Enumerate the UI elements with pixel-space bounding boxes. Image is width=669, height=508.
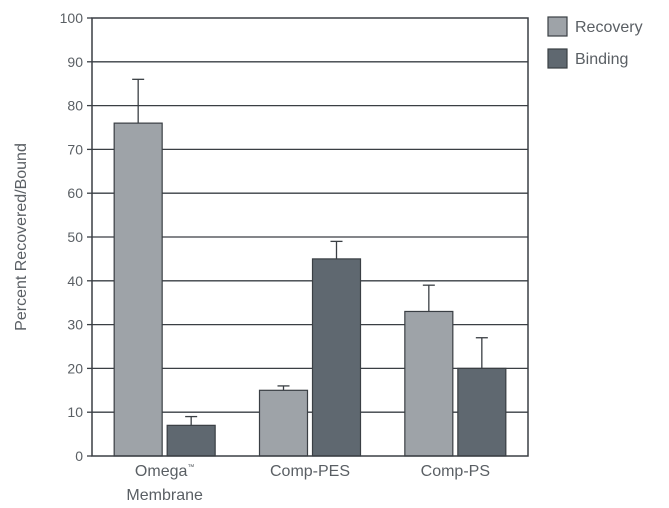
- x-category-label: Comp-PES: [270, 463, 350, 480]
- y-tick-label: 30: [67, 317, 83, 333]
- x-category-label: Omega™: [135, 463, 194, 480]
- plot-border: [91, 17, 529, 457]
- y-tick-label: 40: [67, 273, 83, 289]
- gridlines: [92, 61, 528, 413]
- y-tick-label: 80: [67, 98, 83, 114]
- y-tick-label: 20: [67, 360, 83, 376]
- plot-frame: [91, 17, 529, 457]
- y-tick-label: 10: [67, 404, 83, 420]
- bar-binding: [166, 424, 216, 457]
- error-bars: [132, 78, 488, 426]
- x-axis-categories: Omega™ Membrane Comp-PES Comp-PS: [126, 463, 490, 504]
- y-tick-label: 70: [67, 141, 83, 157]
- legend-swatch-recovery: [547, 16, 568, 37]
- y-tick-label: 50: [67, 229, 83, 245]
- x-category-label: Comp-PS: [421, 463, 490, 480]
- x-category-label: Membrane: [126, 487, 203, 504]
- bar-binding: [311, 258, 362, 457]
- bars: [113, 122, 507, 457]
- trademark-symbol: ™: [187, 464, 194, 471]
- legend: Recovery Binding: [547, 16, 643, 69]
- y-tick-label: 0: [75, 448, 83, 464]
- bar-recovery: [113, 122, 163, 457]
- y-tick-label: 90: [67, 54, 83, 70]
- legend-label-recovery: Recovery: [575, 19, 643, 36]
- y-tick-label: 100: [60, 10, 84, 26]
- y-axis-title: Percent Recovered/Bound: [13, 143, 30, 331]
- bar-binding: [457, 367, 507, 457]
- bar-recovery: [258, 389, 309, 457]
- legend-label-binding: Binding: [575, 51, 628, 68]
- legend-swatch-binding: [547, 48, 568, 69]
- bar-recovery: [404, 310, 454, 457]
- y-axis-ticks: 0 10 20 30 40 50 60 70 80 90 100: [60, 10, 92, 464]
- y-tick-label: 60: [67, 185, 83, 201]
